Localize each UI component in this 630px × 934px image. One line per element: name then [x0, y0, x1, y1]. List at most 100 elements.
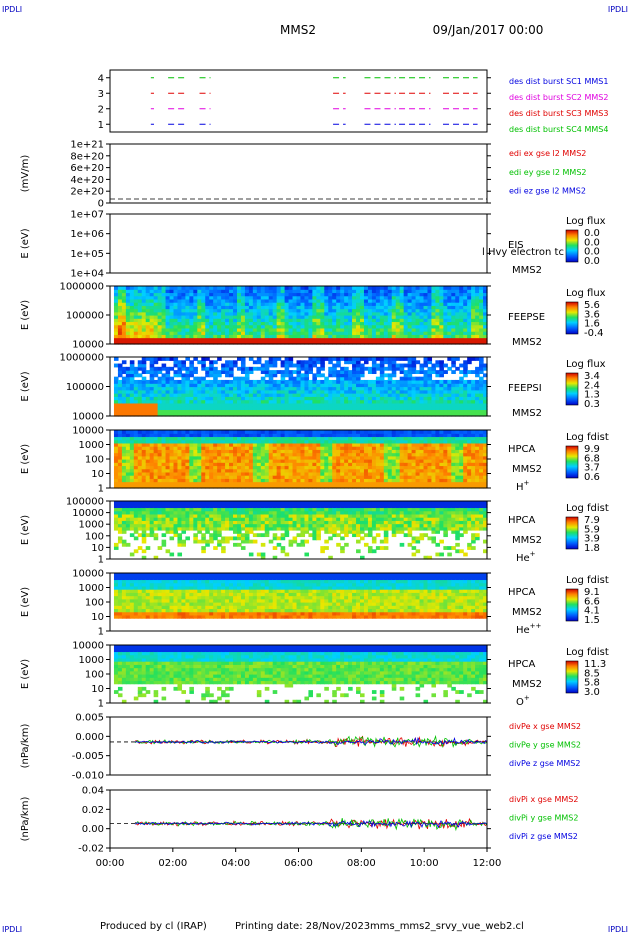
heatmap-cell [233, 465, 238, 470]
heatmap-cell [363, 462, 369, 467]
heatmap-cell [145, 436, 151, 441]
heatmap-cell [439, 383, 444, 388]
heatmap-cell [312, 481, 317, 486]
heatmap-cell [439, 360, 444, 365]
heatmap-cell [308, 412, 313, 417]
heatmap-cell [447, 459, 452, 463]
heatmap-cell [451, 331, 456, 335]
heatmap-cell [467, 337, 472, 342]
heatmap-cell [248, 433, 254, 438]
heatmap-cell [185, 484, 190, 489]
heatmap-cell [189, 484, 194, 489]
heatmap-cell [288, 292, 294, 297]
heatmap-cell [360, 446, 365, 450]
heatmap-cell [185, 396, 190, 401]
heatmap-cell [439, 286, 444, 290]
heatmap-cell [177, 475, 183, 479]
heatmap-cell [296, 389, 302, 394]
heatmap-cell [169, 406, 175, 411]
heatmap-cell [296, 289, 302, 294]
heatmap-cell [455, 337, 460, 342]
heatmap-cell [153, 442, 159, 447]
heatmap-cell [411, 295, 417, 300]
heatmap-cell [340, 433, 345, 438]
heatmap-cell [419, 430, 425, 434]
heatmap-cell [423, 357, 429, 361]
heatmap-cell [312, 376, 317, 381]
heatmap-cell [435, 481, 440, 486]
heatmap-cell [161, 337, 167, 342]
heatmap-cell [264, 471, 270, 476]
heatmap-cell [244, 475, 250, 479]
heatmap-cell [304, 399, 310, 404]
heatmap-cell [205, 305, 210, 310]
heatmap-cell [252, 308, 258, 313]
heatmap-cell [161, 465, 167, 470]
heatmap-cell [201, 449, 206, 454]
heatmap-cell [308, 286, 313, 290]
heatmap-cell [363, 302, 369, 306]
heatmap-cell [431, 396, 437, 401]
heatmap-cell [125, 393, 131, 397]
heatmap-cell [260, 340, 266, 345]
heatmap-cell [423, 459, 429, 463]
heatmap-cell [336, 376, 341, 381]
heatmap-cell [113, 439, 119, 444]
heatmap-cell [348, 360, 353, 365]
heatmap-cell [117, 389, 123, 394]
heatmap-cell [244, 373, 250, 378]
heatmap-cell [363, 357, 369, 361]
heatmap-cell [236, 402, 242, 407]
heatmap-cell [153, 315, 159, 319]
heatmap-cell [427, 455, 433, 460]
heatmap-cell [455, 324, 460, 329]
heatmap-cell [332, 334, 337, 339]
heatmap-cell [201, 363, 206, 368]
heatmap-cell [229, 442, 234, 447]
heatmap-cell [379, 308, 385, 313]
heatmap-cell [145, 468, 151, 473]
heatmap-cell [197, 452, 202, 457]
heatmap-cell [236, 331, 242, 335]
heatmap-cell [240, 446, 246, 450]
heatmap-cell [233, 327, 238, 332]
heatmap-cell [459, 462, 464, 467]
heatmap-cell [352, 442, 357, 447]
heatmap-cell [459, 430, 464, 434]
heatmap-cell [157, 412, 163, 417]
heatmap-cell [407, 452, 413, 457]
heatmap-cell [328, 393, 333, 397]
heatmap-cell [248, 324, 254, 329]
heatmap-cell [205, 481, 210, 486]
heatmap-cell [248, 305, 254, 310]
heatmap-cell [475, 334, 480, 339]
heatmap-cell [125, 439, 131, 444]
heatmap-cell [193, 305, 198, 310]
heatmap-cell [459, 376, 464, 381]
heatmap-cell [324, 311, 329, 316]
heatmap-cell [451, 471, 456, 476]
spacecraft-title: MMS2 [280, 23, 316, 37]
heatmap-cell [367, 324, 373, 329]
heatmap-cell [229, 484, 234, 489]
heatmap-cell [169, 286, 175, 290]
heatmap-cell [419, 471, 425, 476]
heatmap-cell [300, 298, 306, 303]
heatmap-cell [213, 481, 218, 486]
heatmap-cell [221, 462, 226, 467]
heatmap-cell [177, 399, 183, 404]
heatmap-cell [292, 327, 298, 332]
heatmap-cell [312, 373, 317, 378]
heatmap-cell [137, 402, 143, 407]
heatmap-cell [320, 430, 325, 434]
heatmap-cell [240, 412, 246, 417]
heatmap-cell [248, 366, 254, 371]
heatmap-cell [332, 363, 337, 368]
heatmap-cell [264, 439, 270, 444]
heatmap-cell [153, 436, 159, 441]
heatmap-cell [312, 357, 317, 361]
heatmap-cell [455, 366, 460, 371]
heatmap-cell [117, 484, 123, 489]
heatmap-cell [248, 298, 254, 303]
heatmap-cell [387, 308, 393, 313]
